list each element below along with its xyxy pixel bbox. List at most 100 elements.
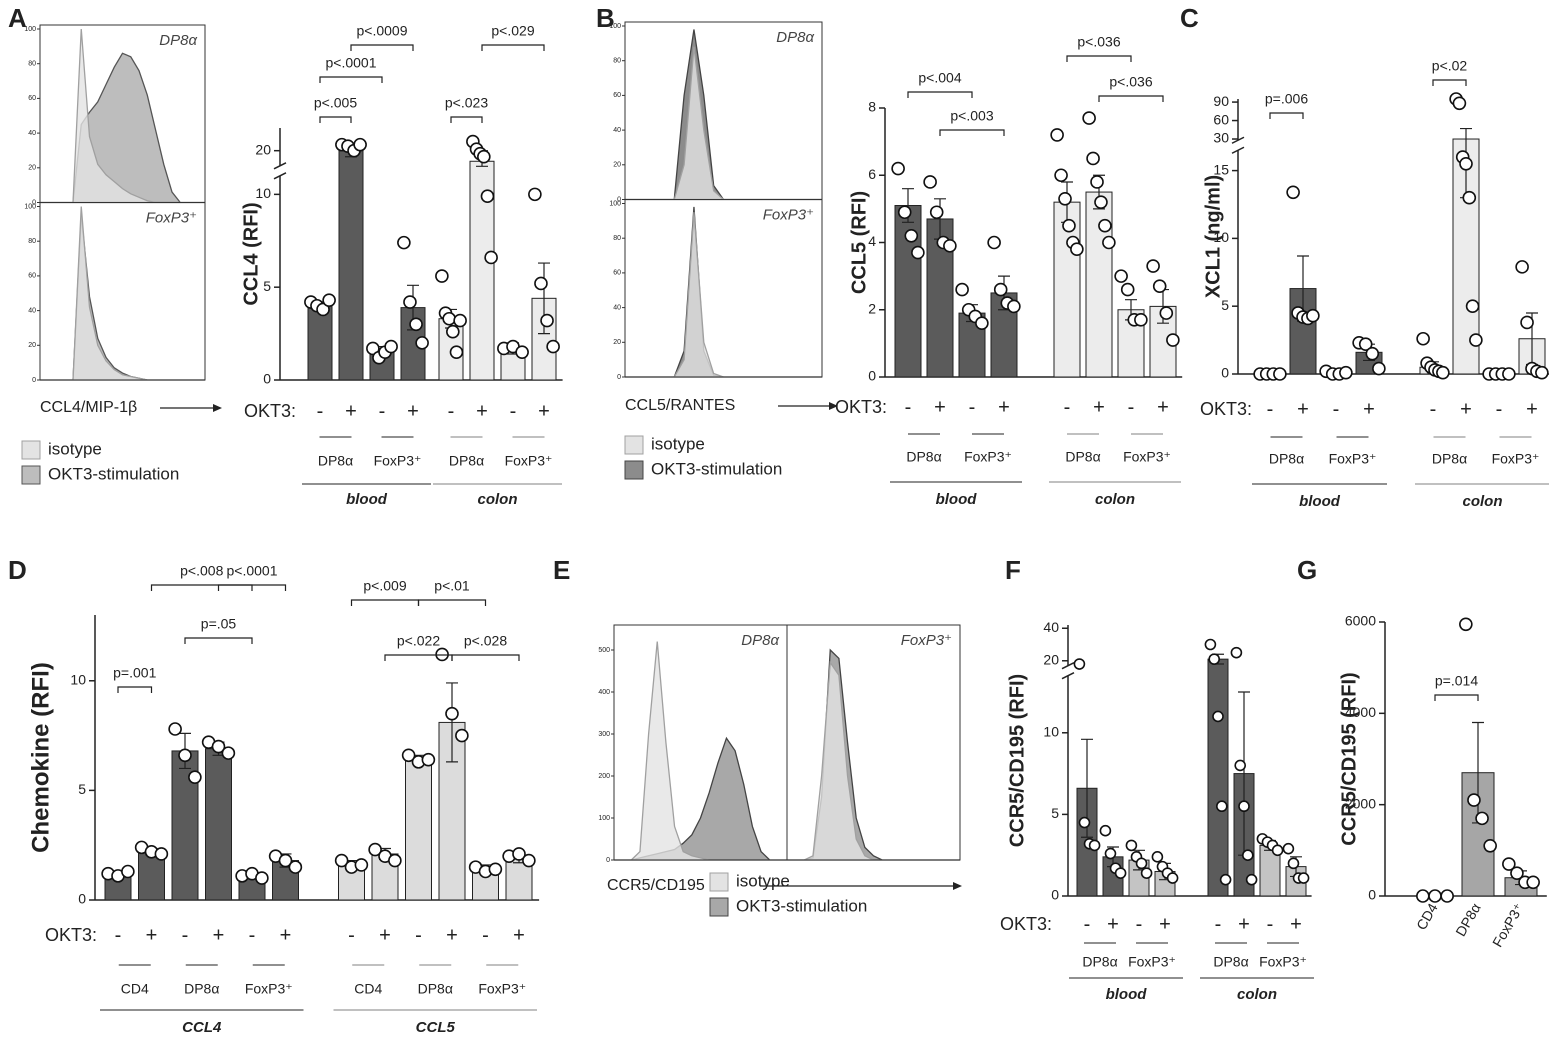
- data-point: [255, 871, 269, 885]
- p-value: p=.001: [113, 665, 156, 681]
- y-tick-label: 40: [613, 127, 621, 134]
- data-point: [316, 302, 330, 317]
- data-point: [480, 189, 495, 204]
- p-value: p<.023: [445, 95, 488, 111]
- stim-label: -: [969, 396, 976, 418]
- supergroup-label: CCL4: [182, 1019, 222, 1036]
- y-tick-label: 2000: [1345, 795, 1376, 811]
- y-tick-label: 5: [1051, 805, 1059, 821]
- stim-label: -: [1496, 398, 1503, 420]
- data-point: [1273, 367, 1287, 381]
- p-value: p=.006: [1265, 91, 1308, 107]
- data-point: [484, 250, 498, 265]
- stim-label: +: [1363, 398, 1375, 420]
- comparison-bracket: [350, 599, 420, 606]
- y-tick-label: 0: [1368, 887, 1376, 903]
- stim-label: +: [345, 400, 357, 422]
- data-point: [1306, 308, 1320, 323]
- comparison-bracket: [1269, 112, 1304, 119]
- data-point: [1287, 857, 1300, 870]
- legend-label: OKT3-stimulation: [48, 464, 179, 483]
- y-tick-label: 20: [28, 342, 36, 349]
- stim-label: +: [1297, 398, 1309, 420]
- legend-swatch: [624, 460, 644, 480]
- y-tick-label: 90: [1213, 93, 1229, 109]
- stim-label: +: [1290, 913, 1302, 935]
- group-label: DP8α: [184, 981, 219, 997]
- stim-label: -: [482, 924, 489, 946]
- data-point: [221, 746, 236, 760]
- y-axis-label: CCR5/CD195 (RFI): [1006, 674, 1028, 847]
- histogram-curve: [787, 660, 960, 861]
- stim-label: +: [446, 924, 458, 946]
- y-tick-label: 200: [598, 773, 610, 780]
- p-value: p<.022: [397, 633, 440, 649]
- data-point: [897, 205, 912, 220]
- data-point: [522, 853, 536, 868]
- group-label: FoxP3⁺: [1259, 954, 1307, 970]
- data-point: [1058, 191, 1072, 206]
- y-axis-label: CCL5 (RFI): [848, 191, 870, 294]
- data-point: [1114, 867, 1127, 879]
- y-tick-label: 500: [598, 647, 610, 654]
- data-point: [1297, 872, 1310, 884]
- y-tick-label: 20: [28, 165, 36, 172]
- y-tick-label: 10: [255, 185, 271, 201]
- stim-label: +: [538, 400, 550, 422]
- data-point: [1054, 168, 1068, 183]
- data-point: [1245, 873, 1258, 886]
- y-tick-label: 0: [617, 196, 621, 203]
- stim-label: +: [379, 924, 391, 946]
- stim-label: +: [280, 924, 292, 946]
- bar: [1207, 658, 1229, 897]
- data-point: [1469, 333, 1483, 347]
- legend-swatch: [21, 440, 41, 460]
- subplot-label: DP8α: [741, 632, 779, 649]
- data-point: [955, 282, 969, 297]
- comparison-bracket: [451, 654, 520, 661]
- x-axis-label: CCL5/RANTES: [625, 397, 735, 414]
- stim-label: +: [934, 396, 946, 418]
- data-point: [211, 739, 226, 754]
- data-point: [453, 313, 467, 328]
- frame: [786, 624, 961, 861]
- data-point: [1535, 365, 1549, 380]
- p-value: p<.036: [1109, 74, 1152, 90]
- data-point: [528, 187, 542, 202]
- data-point: [1515, 260, 1529, 274]
- y-tick-label: 300: [598, 731, 610, 738]
- y-tick-label: 60: [28, 95, 36, 102]
- axis-break: [1231, 146, 1245, 154]
- y-tick-label: 100: [24, 203, 36, 210]
- data-point: [993, 282, 1008, 297]
- y-tick-label: 0: [1051, 887, 1059, 903]
- stim-label: -: [905, 396, 912, 418]
- group-label: FoxP3⁺: [505, 453, 553, 469]
- data-point: [1459, 157, 1473, 171]
- data-point: [1467, 793, 1481, 807]
- histogram-curve: [614, 736, 787, 861]
- stim-title: OKT3:: [45, 925, 97, 945]
- stim-label: -: [1215, 913, 1222, 935]
- supergroup-label: blood: [346, 491, 388, 508]
- data-point: [1502, 857, 1516, 871]
- legend-label: isotype: [651, 434, 705, 453]
- y-tick-label: 6: [868, 166, 876, 182]
- data-point: [1219, 873, 1232, 886]
- data-point: [1073, 658, 1086, 670]
- data-point: [1242, 849, 1254, 861]
- comparison-bracket: [319, 76, 383, 83]
- data-point: [929, 205, 944, 220]
- data-point: [1120, 282, 1135, 297]
- stim-label: +: [407, 400, 419, 422]
- supergroup-label: blood: [1299, 493, 1341, 510]
- supergroup-label: colon: [1237, 986, 1277, 1003]
- data-point: [1459, 617, 1473, 632]
- y-tick-label: 20: [613, 162, 621, 169]
- data-point: [891, 161, 905, 176]
- stim-label: +: [1107, 913, 1119, 935]
- stim-label: -: [115, 924, 122, 946]
- data-point: [435, 269, 449, 283]
- p-value: p<.004: [918, 70, 961, 86]
